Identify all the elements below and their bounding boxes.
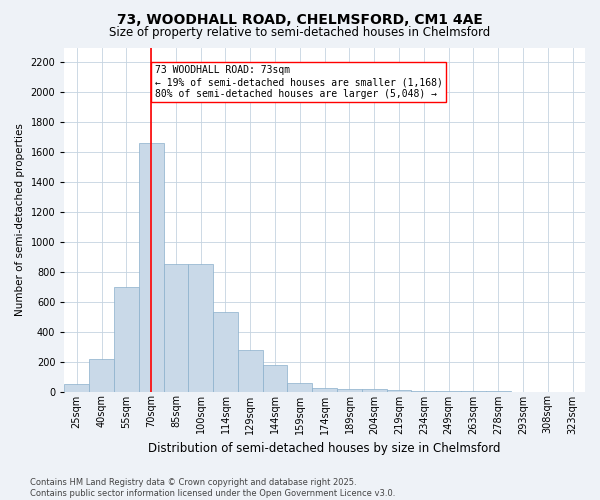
Bar <box>312 388 337 392</box>
Bar <box>139 143 164 392</box>
Bar <box>412 391 436 392</box>
Text: Size of property relative to semi-detached houses in Chelmsford: Size of property relative to semi-detach… <box>109 26 491 39</box>
Bar <box>64 384 89 392</box>
Bar <box>188 264 213 392</box>
Text: 73 WOODHALL ROAD: 73sqm
← 19% of semi-detached houses are smaller (1,168)
80% of: 73 WOODHALL ROAD: 73sqm ← 19% of semi-de… <box>155 66 443 98</box>
Bar <box>89 358 114 392</box>
Bar <box>287 382 312 392</box>
Bar <box>263 364 287 392</box>
Text: 73, WOODHALL ROAD, CHELMSFORD, CM1 4AE: 73, WOODHALL ROAD, CHELMSFORD, CM1 4AE <box>117 12 483 26</box>
Bar <box>337 388 362 392</box>
Bar <box>114 287 139 392</box>
Bar <box>213 312 238 392</box>
Bar <box>238 350 263 392</box>
Bar <box>362 390 386 392</box>
Y-axis label: Number of semi-detached properties: Number of semi-detached properties <box>15 123 25 316</box>
X-axis label: Distribution of semi-detached houses by size in Chelmsford: Distribution of semi-detached houses by … <box>148 442 501 455</box>
Bar <box>164 264 188 392</box>
Text: Contains HM Land Registry data © Crown copyright and database right 2025.
Contai: Contains HM Land Registry data © Crown c… <box>30 478 395 498</box>
Bar <box>386 390 412 392</box>
